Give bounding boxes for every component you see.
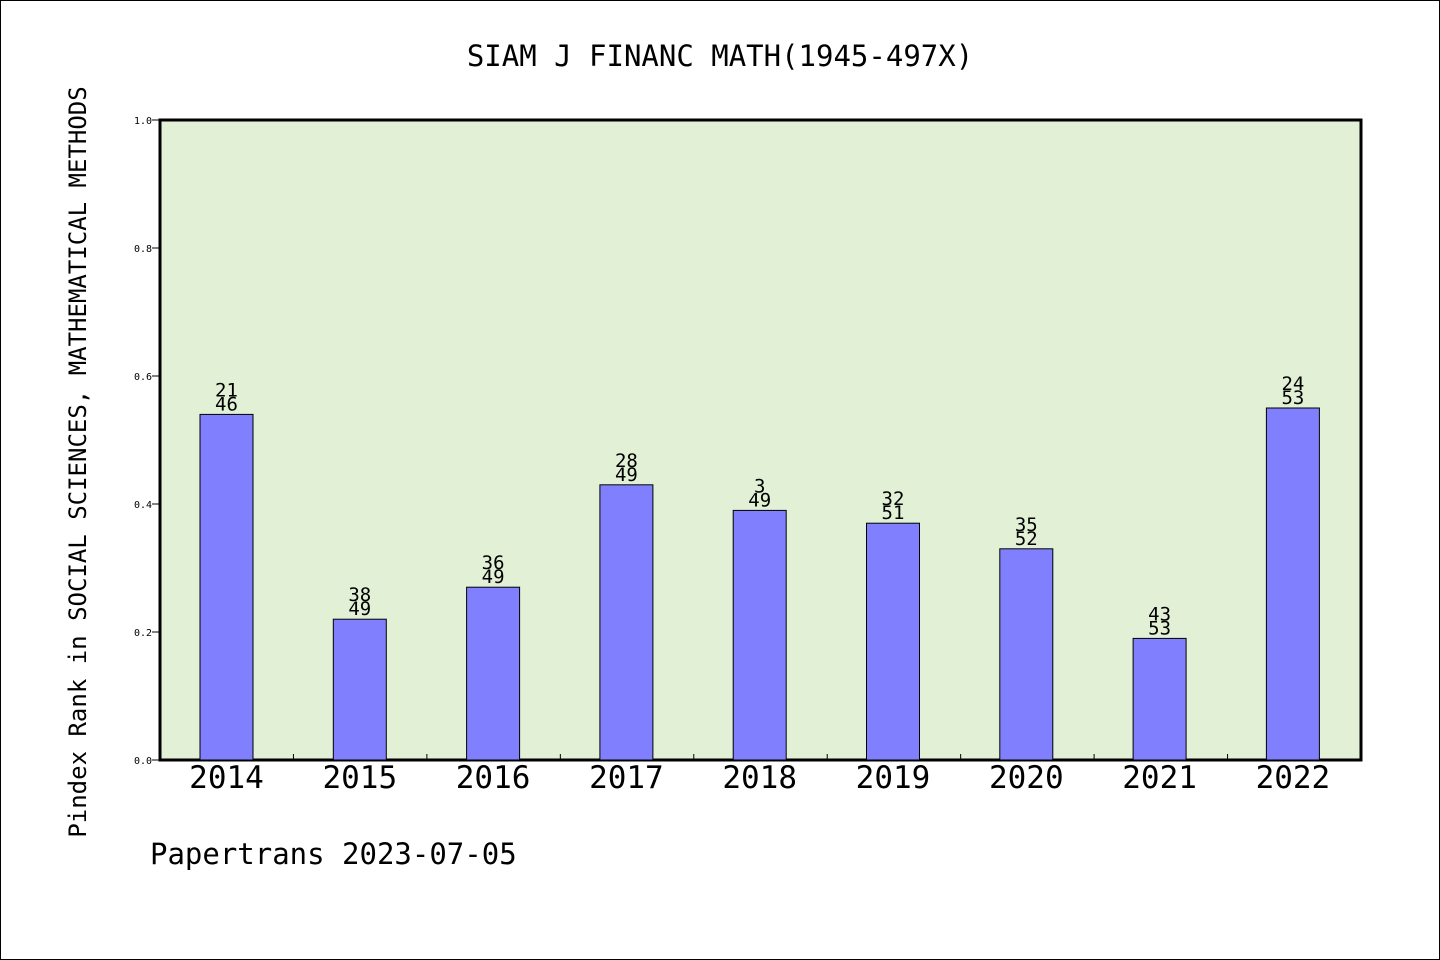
y-axis-label: Pindex Rank in SOCIAL SCIENCES, MATHEMAT… (64, 86, 92, 837)
bar-2015 (332, 618, 387, 761)
y-tick-label: 0.0 (134, 756, 152, 767)
x-tick-label: 2020 (989, 760, 1064, 796)
bar-total-label: 49 (615, 464, 638, 486)
x-tick-label: 2018 (722, 760, 797, 796)
y-axis: 0.0 0.2 0.4 0.6 0.8 1.0 (134, 116, 160, 767)
bar-2019 (866, 522, 920, 761)
bar-total-label: 46 (215, 393, 238, 415)
bar-total-label: 52 (1015, 528, 1038, 550)
y-tick-label: 0.4 (134, 500, 152, 511)
bar-2014 (199, 413, 254, 761)
bar-rank-label: 32 (882, 488, 905, 510)
x-tick-label: 2015 (322, 760, 397, 796)
bar-total-label: 49 (482, 566, 505, 588)
bar-2018 (732, 509, 787, 761)
bar-total-label: 51 (882, 502, 905, 524)
y-tick-label: 1.0 (134, 116, 152, 127)
x-tick-label: 2017 (589, 760, 664, 796)
x-tick-label: 2021 (1122, 760, 1197, 796)
bar-2020 (999, 548, 1054, 761)
bar-rank-label: 21 (215, 379, 238, 401)
bar-rank-label: 38 (348, 584, 371, 606)
x-tick-label: 2019 (856, 760, 931, 796)
bar-rank-label: 35 (1015, 514, 1038, 536)
bar-rank-label: 36 (482, 552, 505, 574)
y-tick-label: 0.2 (134, 628, 152, 639)
x-tick-label: 2016 (456, 760, 531, 796)
bar-rank-label: 43 (1148, 603, 1171, 625)
bar-rank-label: 24 (1281, 373, 1304, 395)
bar-rank-label: 28 (615, 450, 638, 472)
bar-2017 (599, 484, 654, 761)
bar-2016 (466, 586, 521, 761)
x-axis: 2014 2015 2016 2017 2018 2019 2020 2021 2022 (189, 754, 1330, 796)
bar-total-label: 53 (1148, 617, 1171, 639)
bar-total-label: 53 (1281, 387, 1304, 409)
bar-total-label: 49 (348, 598, 371, 620)
y-tick-label: 0.6 (134, 372, 152, 383)
x-tick-label: 2014 (189, 760, 264, 796)
chart-title: SIAM J FINANC MATH(1945-497X) (467, 39, 973, 73)
bar-total-label: 49 (748, 489, 771, 511)
footer-credit: Papertrans 2023-07-05 (150, 837, 517, 871)
bar-2022 (1265, 407, 1320, 761)
x-tick-label: 2022 (1256, 760, 1331, 796)
bar-2021 (1132, 637, 1187, 761)
y-tick-label: 0.8 (134, 244, 152, 255)
bar-rank-label: 3 (754, 475, 765, 497)
